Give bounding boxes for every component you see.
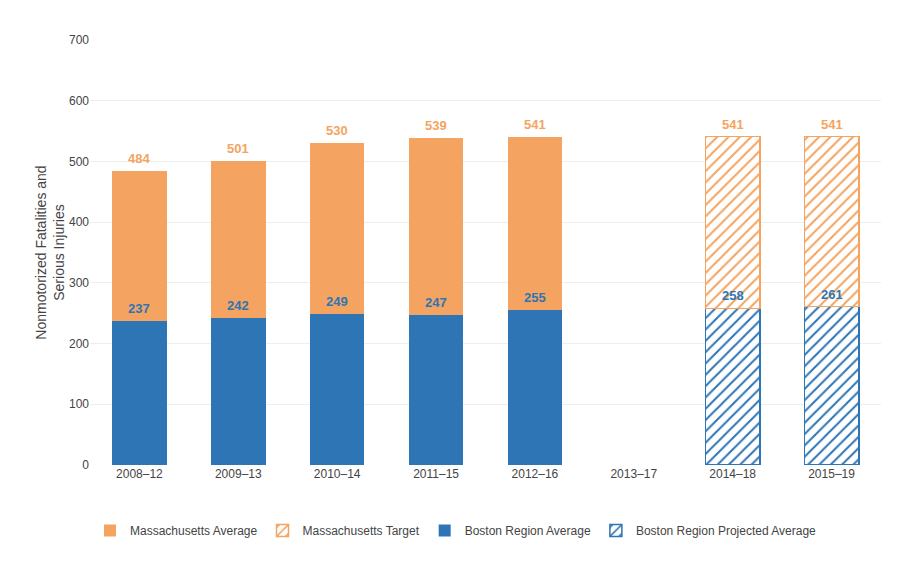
svg-text:Nonmotorized Fatalities andSer: Nonmotorized Fatalities andSerious Injur… — [33, 165, 67, 339]
svg-text:530: 530 — [326, 123, 348, 138]
svg-text:500: 500 — [69, 155, 89, 169]
svg-text:0: 0 — [82, 458, 89, 472]
svg-text:484: 484 — [128, 151, 150, 166]
svg-text:261: 261 — [821, 287, 843, 302]
svg-text:2014–18: 2014–18 — [709, 467, 756, 481]
svg-text:Boston Region Average: Boston Region Average — [465, 524, 591, 538]
svg-text:242: 242 — [227, 298, 249, 313]
svg-text:237: 237 — [128, 301, 150, 316]
svg-text:700: 700 — [69, 33, 89, 47]
svg-text:Boston Region Projected Averag: Boston Region Projected Average — [636, 524, 816, 538]
svg-text:258: 258 — [722, 288, 744, 303]
svg-text:400: 400 — [69, 215, 89, 229]
svg-text:2012–16: 2012–16 — [512, 467, 559, 481]
svg-text:Massachusetts Average: Massachusetts Average — [130, 524, 258, 538]
svg-text:541: 541 — [524, 117, 546, 132]
svg-text:501: 501 — [227, 141, 249, 156]
svg-text:541: 541 — [722, 117, 744, 132]
svg-text:2011–15: 2011–15 — [413, 467, 459, 481]
svg-text:200: 200 — [69, 337, 89, 351]
svg-text:300: 300 — [69, 276, 89, 290]
svg-text:249: 249 — [326, 294, 348, 309]
svg-text:247: 247 — [425, 295, 447, 310]
svg-text:2015–19: 2015–19 — [808, 467, 855, 481]
svg-text:2010–14: 2010–14 — [314, 467, 361, 481]
svg-text:2013–17: 2013–17 — [610, 467, 657, 481]
svg-text:255: 255 — [524, 290, 546, 305]
svg-text:600: 600 — [69, 94, 89, 108]
svg-text:100: 100 — [69, 397, 89, 411]
svg-text:Massachusetts Target: Massachusetts Target — [303, 524, 420, 538]
svg-text:539: 539 — [425, 118, 447, 133]
svg-text:541: 541 — [821, 117, 843, 132]
svg-text:2008–12: 2008–12 — [116, 467, 163, 481]
svg-text:2009–13: 2009–13 — [215, 467, 262, 481]
